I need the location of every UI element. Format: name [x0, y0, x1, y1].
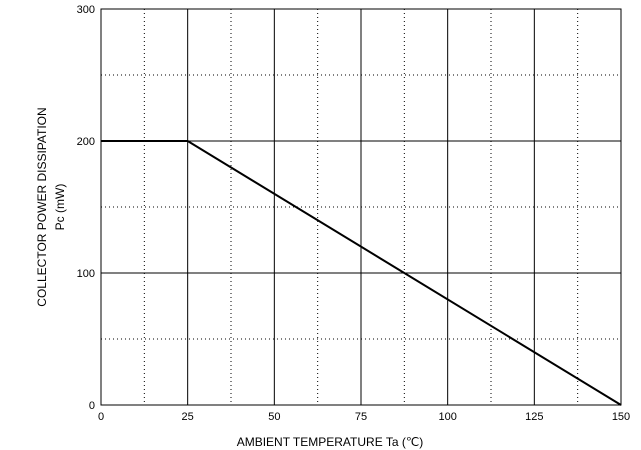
y-tick-label: 300 — [77, 4, 95, 16]
y-tick-label: 100 — [77, 268, 95, 280]
x-tick-label: 100 — [438, 411, 456, 423]
y-tick-label: 200 — [77, 136, 95, 148]
y-axis-label: COLLECTOR POWER DISSIPATION — [35, 107, 49, 306]
y-tick-label: 0 — [89, 400, 95, 412]
x-tick-label: 50 — [268, 411, 280, 423]
data-line — [101, 140, 622, 406]
y-axis-label: Pc (mW) — [53, 184, 67, 231]
x-tick-label: 75 — [355, 411, 367, 423]
x-tick-label: 125 — [525, 411, 543, 423]
x-tick-label: 150 — [612, 411, 630, 423]
plot-border — [100, 8, 622, 406]
x-axis-label: AMBIENT TEMPERATURE Ta (℃) — [237, 435, 424, 449]
x-tick-label: 0 — [98, 411, 104, 423]
x-tick-label: 25 — [182, 411, 194, 423]
